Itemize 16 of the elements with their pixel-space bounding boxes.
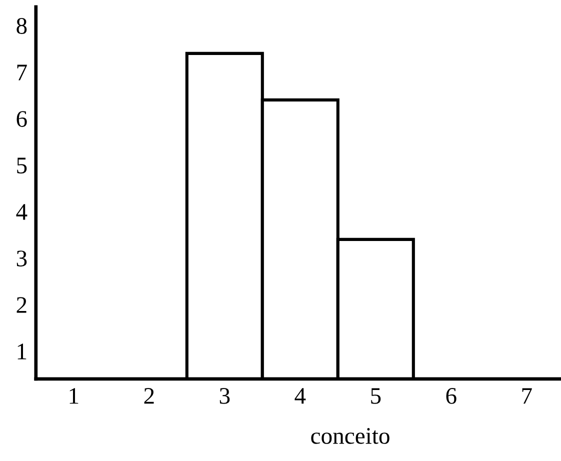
y-tick-label: 4: [16, 204, 28, 220]
x-tick-label: 6: [446, 388, 456, 404]
x-axis-title: conceito: [311, 428, 390, 444]
x-tick-label: 7: [522, 388, 532, 404]
y-tick-label: 2: [16, 297, 26, 313]
x-tick-label: 3: [220, 388, 230, 404]
x-tick-label: 2: [144, 388, 154, 404]
y-tick-label: 7: [17, 64, 27, 80]
y-tick-label: 1: [18, 344, 26, 360]
y-tick-label: 6: [16, 111, 27, 127]
y-tick-label: 3: [16, 250, 27, 266]
x-tick-label: 5: [371, 388, 381, 404]
y-tick-label: 8: [16, 18, 27, 34]
x-tick-label: 4: [294, 388, 306, 404]
y-tick-label: 5: [17, 158, 27, 174]
x-tick-label: 1: [70, 388, 78, 404]
